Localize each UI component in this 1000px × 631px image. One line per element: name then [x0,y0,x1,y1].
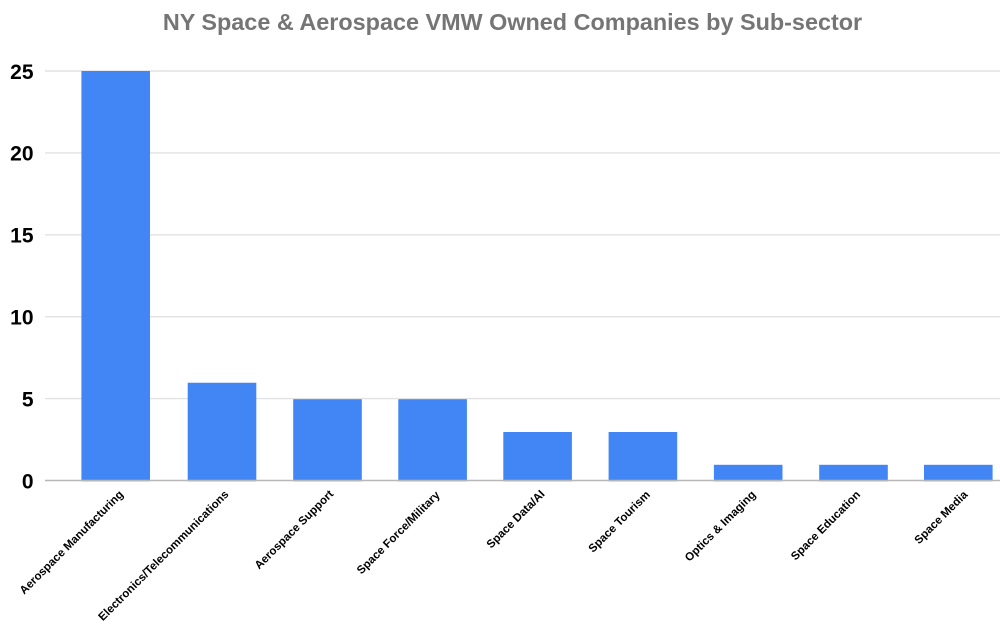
svg-text:20: 20 [10,143,33,166]
svg-text:NY Space & Aerospace VMW Owned: NY Space & Aerospace VMW Owned Companies… [163,9,862,35]
svg-text:25: 25 [10,61,34,84]
svg-text:5: 5 [22,388,34,411]
svg-text:10: 10 [10,307,33,330]
svg-text:0: 0 [22,470,34,493]
svg-text:15: 15 [10,225,34,248]
